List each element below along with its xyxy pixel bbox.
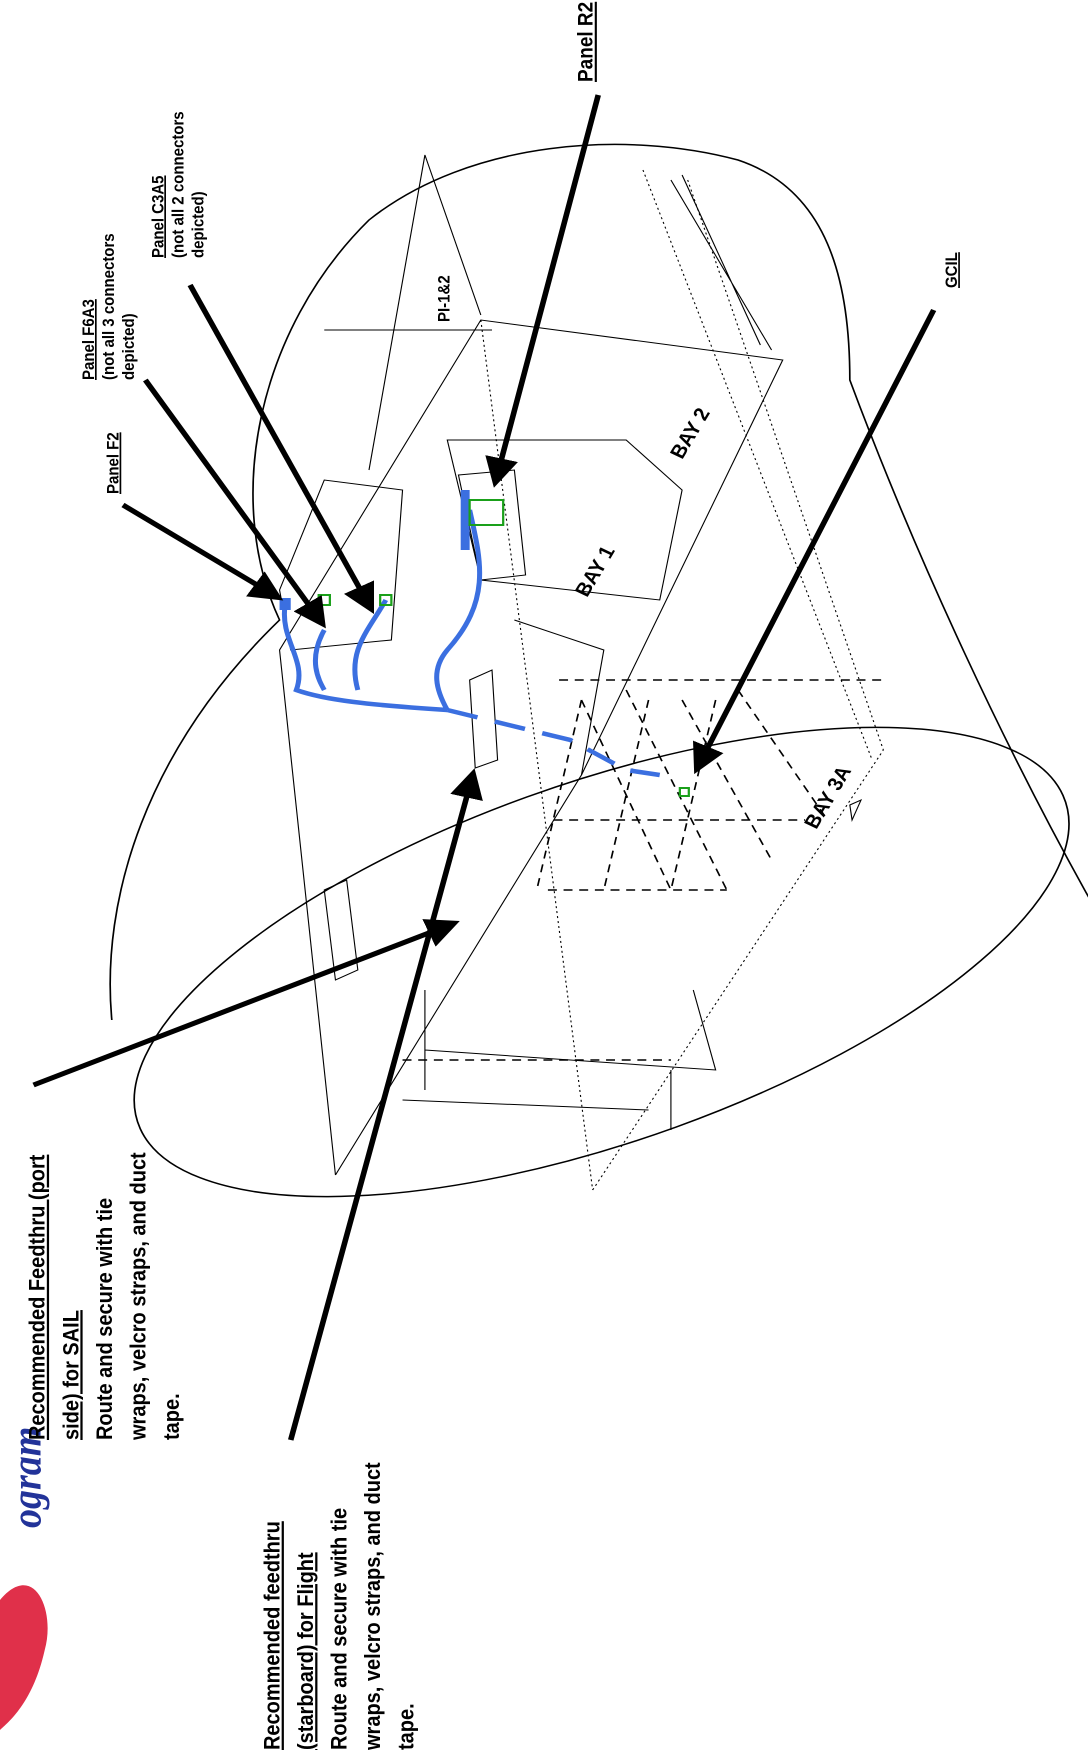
logo: ogram [2,1427,49,1528]
note-body: wraps, velcro straps, and duct [361,1462,385,1751]
note-body: Route and secure with tie [328,1508,352,1750]
bay-label: BAY 3A [800,762,856,832]
note-title: Recommended Feedthru (port [26,1155,50,1440]
bay-label: BAY 1 [571,543,620,600]
callout-note: (not all 3 connectors [100,233,118,380]
callout: Panel F6A3 [80,299,98,380]
callout-note: depicted) [120,313,138,380]
callout: Panel R2 [575,2,598,82]
note-body: Route and secure with tie [93,1198,117,1440]
callout: Panel C3A5 [150,175,168,258]
starboard-note: Recommended feedthru (starboard) for Fli… [261,1462,419,1751]
cables [279,490,690,797]
callout: Panel F2 [105,432,123,494]
note-title: (starboard) for Flight [294,1552,318,1750]
note-body: tape. [160,1393,184,1440]
arrows [32,94,937,1441]
hull [109,143,1088,1198]
port-note: Recommended Feedthru (port side) for SAI… [26,1152,184,1441]
label: PI-1&2 [436,275,454,322]
note-body: wraps, velcro straps, and duct [126,1152,150,1441]
note-title: Recommended feedthru [261,1521,285,1750]
callout: GCIL [943,252,961,288]
callout-note: (not all 2 connectors [170,111,188,258]
note-body: tape. [395,1703,419,1750]
logo-swoosh [0,1585,48,1730]
callout-note: depicted) [190,191,208,258]
note-title: side) for SAIL [59,1310,83,1440]
bay-label: BAY 2 [666,405,715,462]
